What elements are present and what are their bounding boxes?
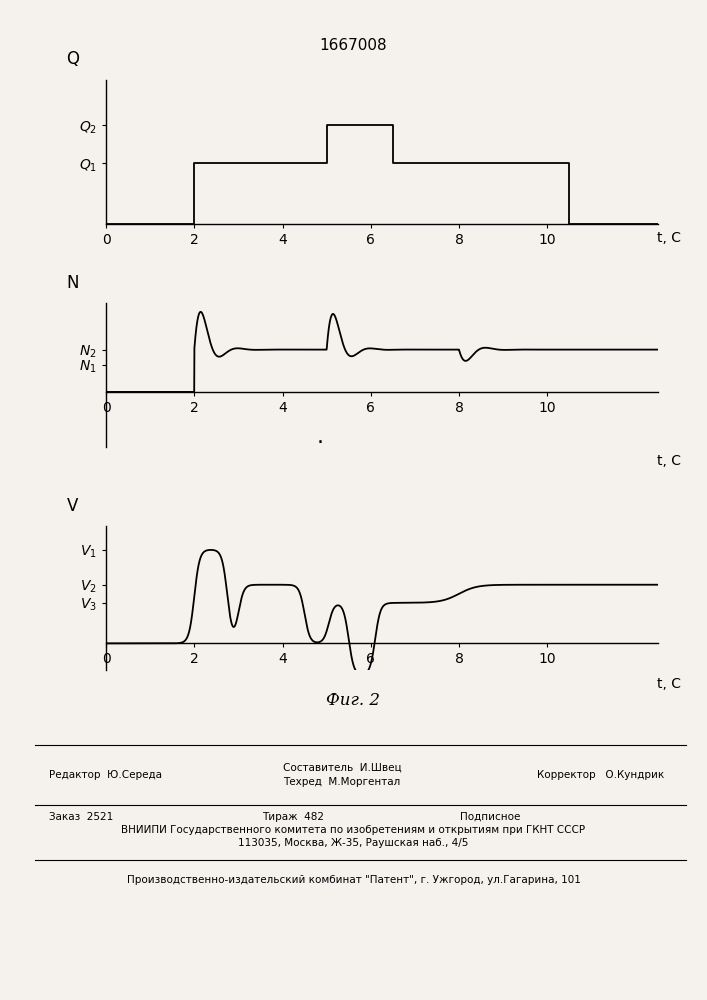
Y-axis label: Q: Q xyxy=(66,50,79,68)
Text: Составитель  И.Швец: Составитель И.Швец xyxy=(283,763,402,773)
Text: Подписное: Подписное xyxy=(460,812,520,822)
Y-axis label: V: V xyxy=(67,497,78,515)
X-axis label: t, C: t, C xyxy=(657,677,681,691)
Text: ВНИИПИ Государственного комитета по изобретениям и открытиям при ГКНТ СССР: ВНИИПИ Государственного комитета по изоб… xyxy=(122,825,585,835)
Text: Техред  М.Моргентал: Техред М.Моргентал xyxy=(283,777,400,787)
Text: Заказ  2521: Заказ 2521 xyxy=(49,812,114,822)
Text: Фиг. 2: Фиг. 2 xyxy=(327,692,380,709)
Text: Производственно-издательский комбинат "Патент", г. Ужгород, ул.Гагарина, 101: Производственно-издательский комбинат "П… xyxy=(127,875,580,885)
Text: Корректор   О.Кундрик: Корректор О.Кундрик xyxy=(537,770,665,780)
Text: ·: · xyxy=(317,433,324,453)
X-axis label: t, C: t, C xyxy=(657,454,681,468)
X-axis label: t, C: t, C xyxy=(657,231,681,245)
Text: 113035, Москва, Ж-35, Раушская наб., 4/5: 113035, Москва, Ж-35, Раушская наб., 4/5 xyxy=(238,838,469,848)
Text: Тираж  482: Тираж 482 xyxy=(262,812,324,822)
Y-axis label: N: N xyxy=(66,274,79,292)
Text: 1667008: 1667008 xyxy=(320,37,387,52)
Text: Редактор  Ю.Середа: Редактор Ю.Середа xyxy=(49,770,163,780)
